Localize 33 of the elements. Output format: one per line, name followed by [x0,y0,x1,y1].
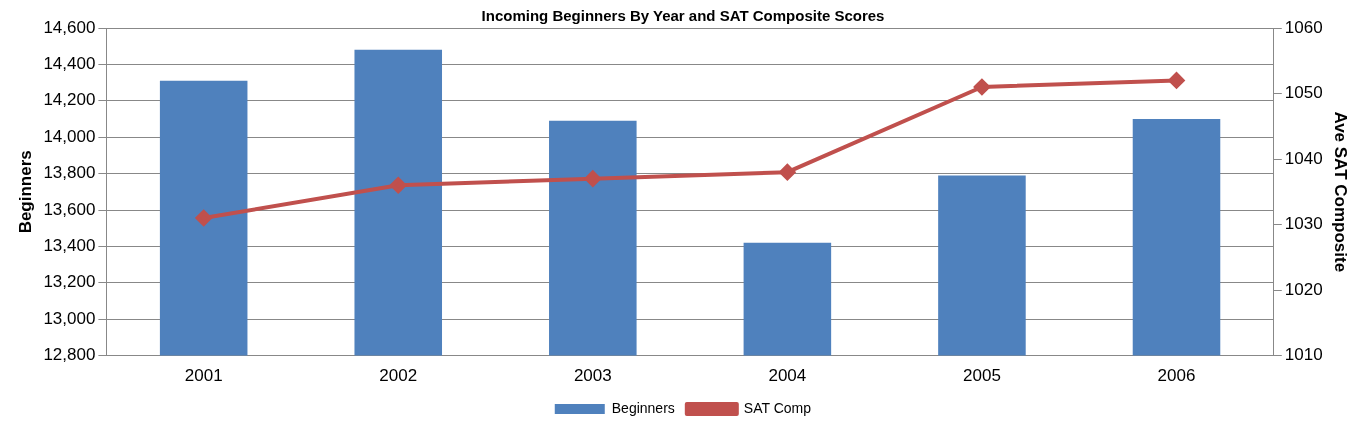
y2-tick-label: 1050 [1284,83,1323,103]
y-tick-label: 12,800 [43,345,96,365]
y-tick-label: 13,000 [43,308,96,328]
x-tick-label: 2002 [379,366,418,386]
point [1168,72,1185,89]
point [390,177,407,194]
x-tick-label: 2004 [768,366,807,386]
point [584,170,601,187]
y2-tick-label: 1010 [1284,345,1323,365]
point [973,78,990,95]
y-tick-label: 13,200 [43,272,96,292]
point [779,164,796,181]
y-tick-label: 14,600 [43,17,96,37]
x-tick-label: 2005 [963,366,1001,386]
y2-tick-label: 1060 [1284,17,1323,37]
y-tick-label: 13,800 [43,163,96,183]
chart-title: Incoming Beginners By Year and SAT Composite Scores [481,7,885,25]
x-tick-label: 2001 [184,366,223,386]
x-tick-label: 2006 [1157,366,1196,386]
point [195,210,212,227]
legend-label: Beginners [611,399,675,416]
y-axis-title: Beginners [15,150,35,234]
y-tick-label: 14,400 [43,54,96,74]
y2-axis-title: Ave SAT Composite [1331,111,1351,273]
y-tick-label: 14,000 [43,126,96,146]
legend-label: SAT Comp [743,399,812,416]
y-tick-label: 13,600 [43,199,96,219]
y2-tick-label: 1030 [1284,214,1323,234]
y2-tick-label: 1040 [1284,148,1323,168]
y2-tick-label: 1020 [1284,279,1323,299]
y-tick-label: 14,200 [43,90,96,110]
x-tick-label: 2003 [573,366,612,386]
y-tick-label: 13,400 [43,236,96,256]
